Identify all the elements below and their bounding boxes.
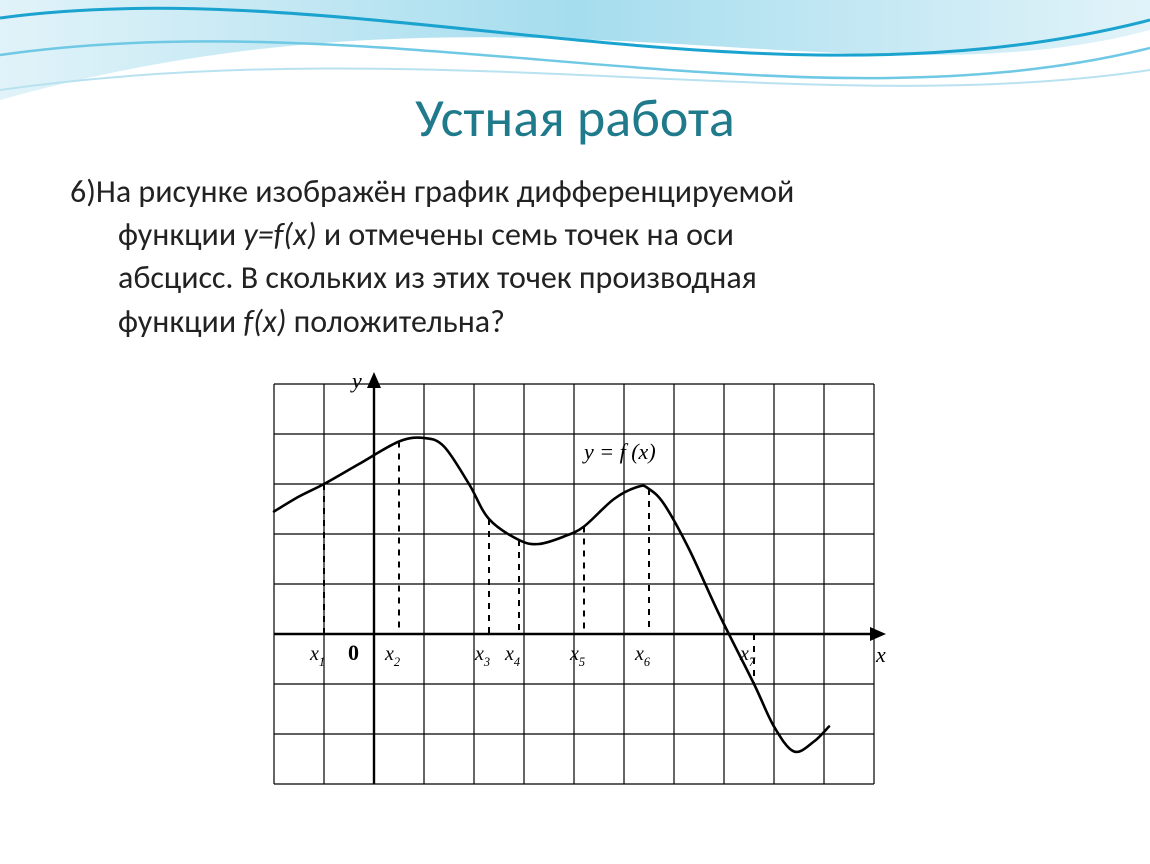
equation-yfx: y=f(x): [243, 215, 316, 254]
chart-svg: yx0y = f (x)x1x2x3x4x5x6x7: [260, 370, 888, 798]
svg-text:0: 0: [348, 640, 359, 665]
equation-fx: f(x): [243, 302, 286, 341]
page-title: Устная работа: [0, 85, 1150, 151]
svg-text:y = f (x): y = f (x): [582, 439, 656, 464]
svg-text:x: x: [875, 642, 886, 667]
problem-text: 6)На рисунке изображён график дифференци…: [70, 170, 1080, 343]
svg-text:y: y: [350, 370, 362, 393]
function-chart: yx0y = f (x)x1x2x3x4x5x6x7: [260, 370, 888, 803]
problem-number: 6): [70, 172, 96, 211]
